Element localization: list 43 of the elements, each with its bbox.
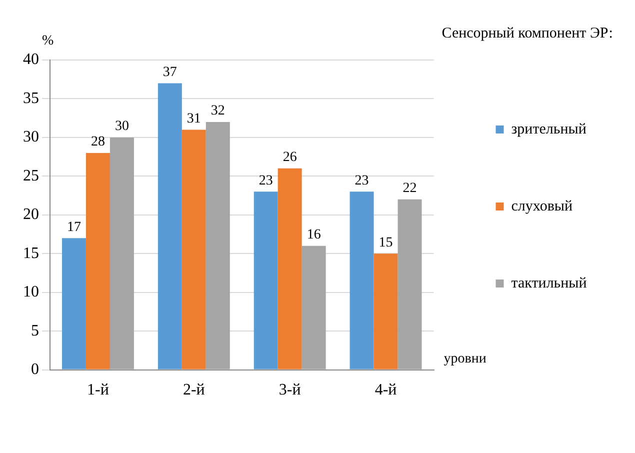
bar [206,122,230,370]
bar [350,192,374,370]
bar [398,199,422,370]
data-label: 31 [186,111,201,126]
y-tick-label: 0 [31,361,39,378]
data-label: 17 [66,220,81,235]
x-tick-label: 3-й [278,382,302,399]
data-label: 22 [402,181,417,196]
legend-label: тактильный [511,275,587,292]
y-axis-title: % [42,34,54,49]
y-tick-label: 5 [31,322,39,340]
data-label: 15 [378,235,393,250]
bar [254,192,278,370]
x-tick-label: 4-й [374,382,398,399]
legend-title: Сенсорный компонент ЭР: [442,25,613,42]
y-tick-label: 10 [23,284,39,301]
x-tick-label: 2-й [182,382,206,399]
data-label: 23 [354,173,369,188]
x-tick-label: 1-й [87,382,110,399]
data-label: 26 [282,150,297,166]
bar [302,246,326,370]
y-tick-label: 40 [23,51,39,68]
bar [278,168,302,370]
y-tick-label: 20 [23,206,39,224]
data-label: 30 [114,119,129,134]
bar [158,83,182,370]
bar [62,238,86,370]
bar [374,254,398,370]
y-tick-label: 30 [23,128,39,146]
x-axis-title: уровни [444,351,487,366]
bar [86,152,110,370]
data-label: 28 [90,134,105,150]
legend-label: слуховый [511,198,573,214]
bar [182,130,206,370]
y-tick-label: 15 [23,244,39,262]
y-tick-label: 35 [23,90,39,107]
data-label: 16 [306,228,321,243]
data-label: 23 [258,173,273,188]
y-tick-label: 25 [23,167,39,184]
legend-label: зрительный [511,121,586,138]
data-label: 37 [162,64,177,80]
bar [110,137,134,370]
data-label: 32 [210,104,225,119]
